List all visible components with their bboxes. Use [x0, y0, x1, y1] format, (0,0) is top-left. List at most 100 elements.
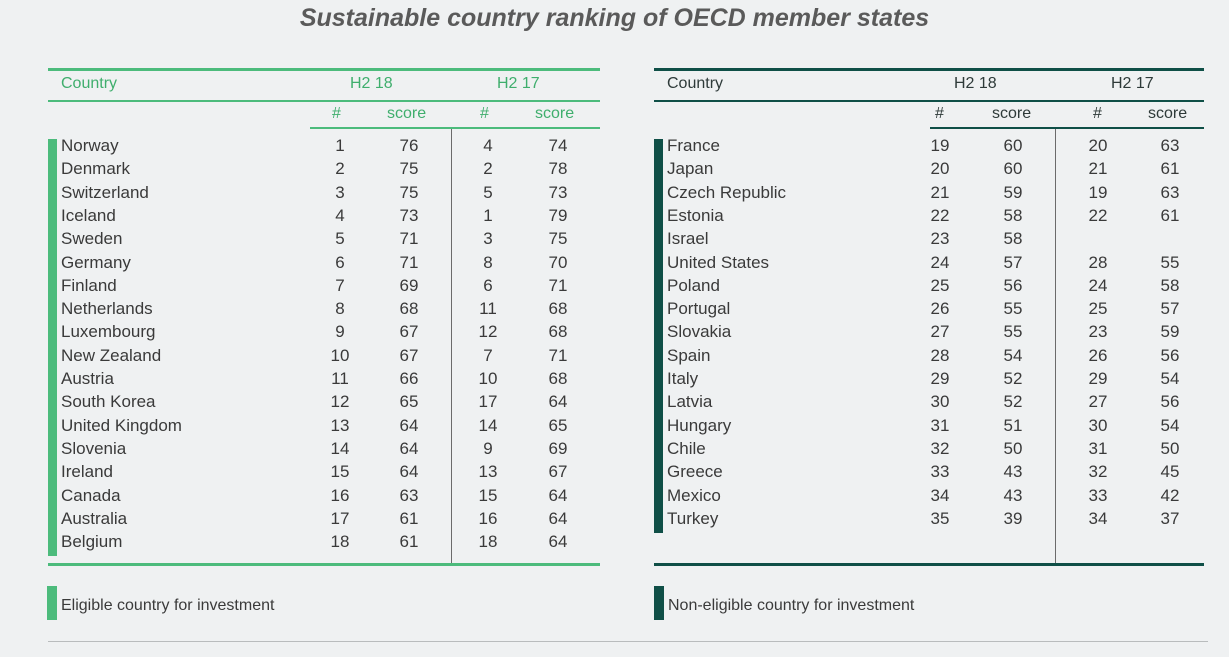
h2-17-column-header: H2 17: [497, 75, 540, 92]
country-name-cell: Estonia: [667, 206, 724, 225]
h2-18-column-header: H2 18: [350, 75, 393, 92]
table-row: Australia 17 61 16 64: [48, 509, 600, 532]
table-row: Belgium 18 61 18 64: [48, 532, 600, 555]
h2-18-rank-cell: 12: [330, 392, 350, 411]
h2-18-score-cell: 43: [1003, 462, 1023, 481]
page-title: Sustainable country ranking of OECD memb…: [299, 4, 930, 32]
country-name-cell: Israel: [667, 229, 709, 248]
h2-17-rank-cell: 16: [478, 509, 498, 528]
h2-17-rank-cell: 19: [1088, 183, 1108, 202]
h2-17-rank-cell: 33: [1088, 486, 1108, 505]
table-row: Canada 16 63 15 64: [48, 486, 600, 509]
h2-17-rank-cell: 28: [1088, 253, 1108, 272]
h2-18-rank-cell: 25: [930, 276, 950, 295]
h2-18-score-cell: 66: [399, 369, 419, 388]
h2-17-rank-header: #: [1093, 105, 1102, 122]
h2-18-score-header: score: [387, 105, 427, 122]
h2-17-score-cell: 61: [1160, 159, 1180, 178]
h2-17-score-cell: 71: [548, 346, 568, 365]
h2-18-rank-cell: 35: [930, 509, 950, 528]
table-row: United Kingdom 13 64 14 65: [48, 416, 600, 439]
h2-18-rank-cell: 17: [330, 509, 350, 528]
h2-18-rank-cell: 33: [930, 462, 950, 481]
legend-eligible-label: Eligible country for investment: [61, 597, 275, 614]
country-name-cell: Greece: [667, 462, 723, 481]
h2-18-rank-cell: 11: [331, 369, 349, 388]
h2-18-score-cell: 65: [399, 392, 419, 411]
country-name-cell: Turkey: [667, 509, 719, 528]
table-top-rule: [48, 68, 600, 71]
table-row: Norway 1 76 4 74: [48, 136, 600, 159]
h2-17-rank-cell: 14: [478, 416, 498, 435]
table-row: Greece 33 43 32 45: [654, 462, 1204, 485]
h2-17-rank-cell: 11: [479, 299, 497, 318]
country-name-cell: United Kingdom: [61, 416, 182, 435]
h2-18-rank-cell: 23: [930, 229, 950, 248]
h2-18-rank-cell: 18: [330, 532, 350, 551]
h2-18-score-cell: 64: [399, 462, 419, 481]
h2-18-score-cell: 69: [399, 276, 419, 295]
table-row: Sweden 5 71 3 75: [48, 229, 600, 252]
country-name-cell: Poland: [667, 276, 720, 295]
h2-17-score-cell: 61: [1160, 206, 1180, 225]
country-name-cell: Portugal: [667, 299, 731, 318]
h2-17-rank-cell: 15: [478, 486, 498, 505]
h2-18-score-cell: 57: [1003, 253, 1023, 272]
h2-18-rank-cell: 34: [930, 486, 950, 505]
h2-17-rank-cell: 31: [1088, 439, 1108, 458]
table-bottom-rule: [48, 563, 600, 566]
h2-17-score-cell: 68: [548, 299, 568, 318]
h2-17-score-cell: 54: [1160, 416, 1180, 435]
h2-18-rank-cell: 7: [335, 276, 345, 295]
h2-18-score-cell: 63: [399, 486, 419, 505]
country-name-cell: Czech Republic: [667, 183, 787, 202]
h2-18-score-header: score: [992, 105, 1032, 122]
h2-18-rank-cell: 8: [335, 299, 345, 318]
table-row: Netherlands 8 68 11 68: [48, 299, 600, 322]
h2-17-score-cell: 74: [548, 136, 568, 155]
table-row: New Zealand 10 67 7 71: [48, 346, 600, 369]
non-eligible-color-swatch: [654, 586, 664, 620]
non-eligible-indicator-bar: [654, 139, 663, 533]
h2-18-score-cell: 54: [1003, 346, 1023, 365]
table-row: Israel 23 58: [654, 229, 1204, 252]
country-name-cell: Netherlands: [61, 299, 153, 318]
h2-17-rank-cell: 2: [483, 159, 493, 178]
h2-17-score-cell: 56: [1160, 346, 1180, 365]
h2-18-rank-cell: 13: [330, 416, 350, 435]
h2-18-rank-cell: 27: [930, 322, 950, 341]
country-name-cell: United States: [667, 253, 770, 272]
h2-17-score-cell: 73: [548, 183, 568, 202]
country-name-cell: Mexico: [667, 486, 721, 505]
table-row: Spain 28 54 26 56: [654, 346, 1204, 369]
h2-17-score-cell: 69: [548, 439, 568, 458]
h2-17-score-header: score: [1148, 105, 1188, 122]
h2-18-score-cell: 68: [399, 299, 419, 318]
h2-18-rank-cell: 29: [930, 369, 950, 388]
table-row: Latvia 30 52 27 56: [654, 392, 1204, 415]
period-column-separator: [451, 129, 452, 565]
country-name-cell: Italy: [667, 369, 699, 388]
country-name-cell: Norway: [61, 136, 119, 155]
header-divider-rule: [48, 100, 600, 102]
country-name-cell: Slovenia: [61, 439, 127, 458]
h2-18-score-cell: 75: [399, 159, 419, 178]
h2-18-rank-cell: 2: [335, 159, 345, 178]
country-name-cell: New Zealand: [61, 346, 162, 365]
country-name-cell: Chile: [667, 439, 706, 458]
table-row: Portugal 26 55 25 57: [654, 299, 1204, 322]
h2-18-rank-cell: 14: [330, 439, 350, 458]
h2-17-rank-cell: 17: [478, 392, 498, 411]
h2-18-score-cell: 58: [1003, 229, 1023, 248]
country-name-cell: Switzerland: [61, 183, 149, 202]
h2-18-score-cell: 39: [1003, 509, 1023, 528]
h2-17-score-cell: 79: [548, 206, 568, 225]
h2-18-score-cell: 76: [399, 136, 419, 155]
eligible-color-swatch: [47, 586, 57, 620]
h2-17-rank-cell: 26: [1088, 346, 1108, 365]
h2-18-rank-cell: 5: [335, 229, 345, 248]
footer-divider: [48, 641, 1208, 642]
h2-18-score-cell: 50: [1003, 439, 1023, 458]
table-row: Italy 29 52 29 54: [654, 369, 1204, 392]
h2-17-score-cell: 63: [1160, 136, 1180, 155]
